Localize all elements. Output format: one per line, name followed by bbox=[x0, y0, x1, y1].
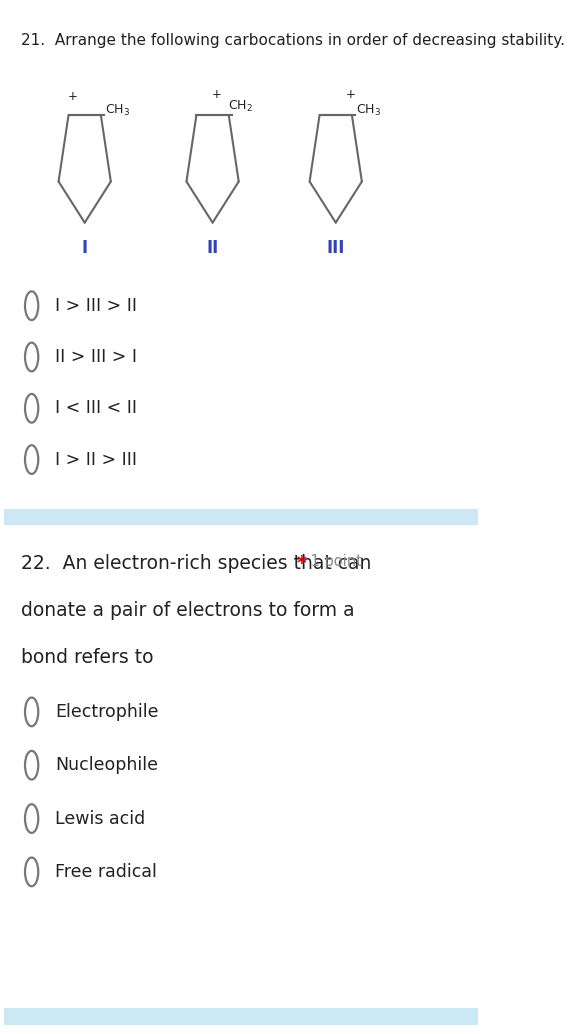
Text: 22.  An electron-rich species that can: 22. An electron-rich species that can bbox=[21, 554, 377, 573]
Text: CH$_3$: CH$_3$ bbox=[356, 103, 381, 119]
Bar bbox=[4, 1008, 478, 1025]
Bar bbox=[4, 509, 478, 525]
Text: +: + bbox=[212, 88, 222, 101]
Text: Lewis acid: Lewis acid bbox=[55, 810, 146, 827]
Text: +: + bbox=[68, 90, 77, 103]
Text: bond refers to: bond refers to bbox=[21, 648, 153, 667]
Text: I < III < II: I < III < II bbox=[55, 399, 137, 418]
Text: II: II bbox=[207, 239, 219, 257]
Text: III: III bbox=[326, 239, 345, 257]
Text: CH$_2$: CH$_2$ bbox=[228, 99, 253, 115]
Text: Nucleophile: Nucleophile bbox=[55, 756, 158, 774]
Text: I: I bbox=[82, 239, 87, 257]
Text: Electrophile: Electrophile bbox=[55, 703, 159, 721]
Text: CH$_3$: CH$_3$ bbox=[105, 103, 130, 119]
Text: +: + bbox=[346, 88, 355, 101]
Text: II > III > I: II > III > I bbox=[55, 348, 137, 366]
Text: I > II > III: I > II > III bbox=[55, 451, 137, 468]
Text: *: * bbox=[296, 554, 306, 573]
Text: 21.  Arrange the following carbocations in order of decreasing stability.: 21. Arrange the following carbocations i… bbox=[21, 33, 565, 48]
Text: Free radical: Free radical bbox=[55, 863, 157, 881]
Text: 1 point: 1 point bbox=[306, 554, 362, 569]
Text: donate a pair of electrons to form a: donate a pair of electrons to form a bbox=[21, 601, 355, 620]
Text: I > III > II: I > III > II bbox=[55, 297, 137, 314]
